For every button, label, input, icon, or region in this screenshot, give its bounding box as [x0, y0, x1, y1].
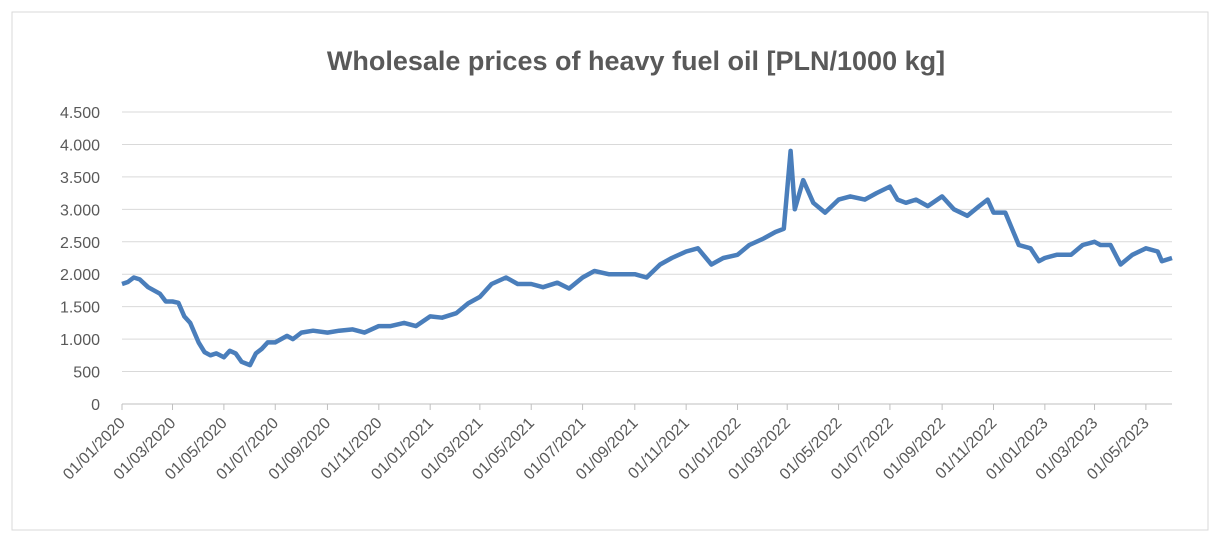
y-tick-label: 1.000	[60, 332, 100, 349]
y-tick-label: 1.500	[60, 300, 100, 317]
y-tick-label: 4.500	[60, 105, 100, 122]
chart-title: Wholesale prices of heavy fuel oil [PLN/…	[327, 46, 945, 76]
y-tick-label: 3.000	[60, 202, 100, 219]
y-tick-label: 0	[91, 397, 100, 414]
y-tick-label: 2.500	[60, 235, 100, 252]
chart-frame	[11, 11, 1209, 531]
y-tick-label: 2.000	[60, 267, 100, 284]
data-line	[121, 148, 1173, 368]
y-tick-label: 3.500	[60, 170, 100, 187]
y-tick-label: 500	[73, 365, 100, 382]
y-tick-label: 4.000	[60, 137, 100, 154]
